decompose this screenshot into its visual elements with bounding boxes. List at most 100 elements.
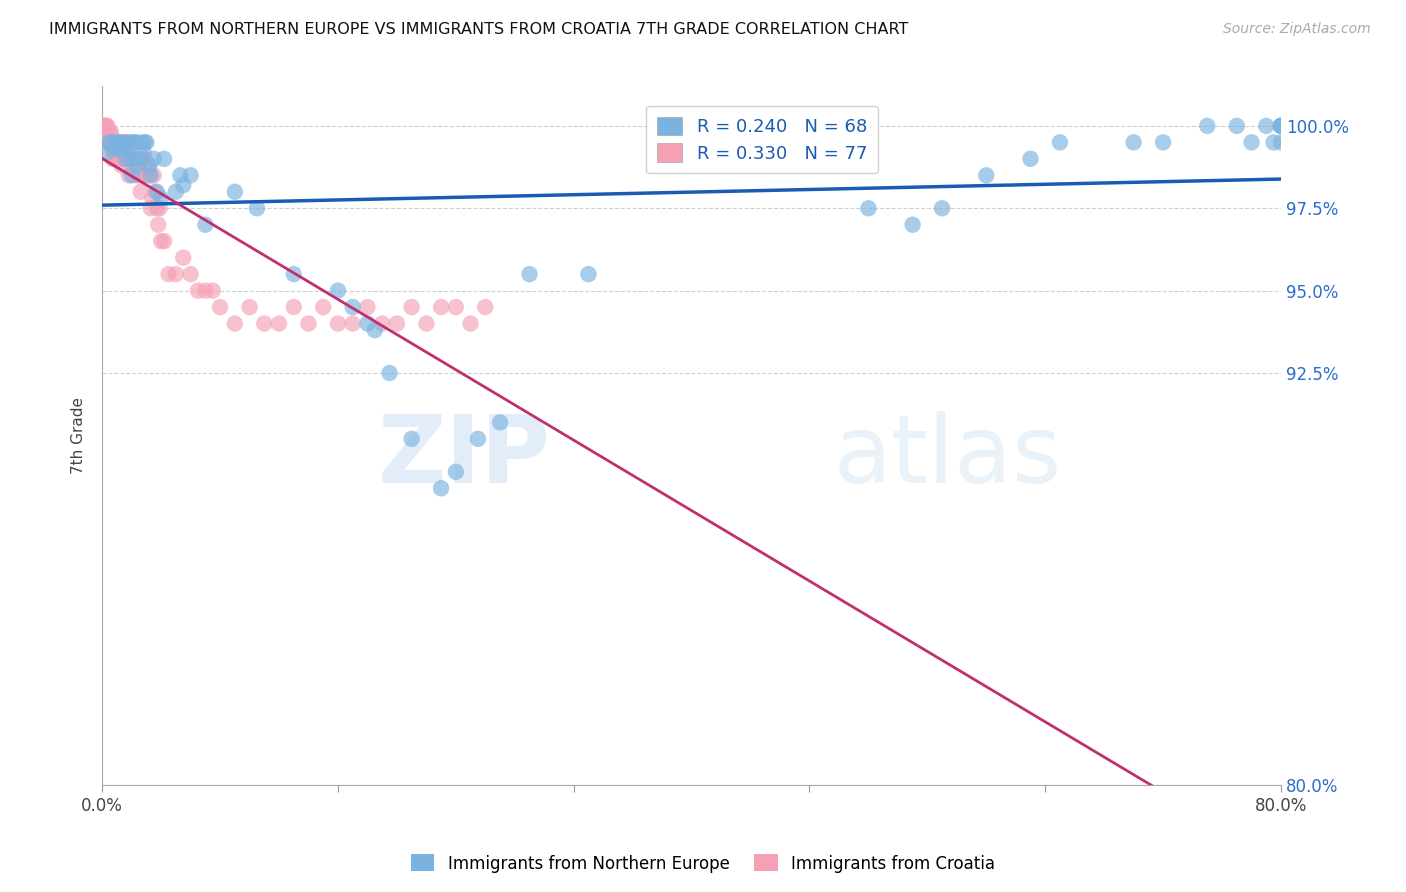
Point [127,152,149,166]
Point [489,416,512,430]
Point [224,317,246,331]
Point [134,136,156,150]
Point [94,126,117,140]
Point [103,152,125,166]
Point [111,142,134,156]
Point [157,267,180,281]
Point [1197,119,1219,133]
Point [135,169,157,183]
Point [129,152,152,166]
Point [120,152,142,166]
Point [312,300,335,314]
Point [444,465,467,479]
Point [149,201,172,215]
Point [120,152,142,166]
Point [467,432,489,446]
Point [326,284,349,298]
Point [246,201,269,215]
Point [96,119,118,133]
Point [430,300,453,314]
Point [165,267,187,281]
Point [124,152,146,166]
Point [114,152,136,166]
Point [194,284,217,298]
Point [150,234,173,248]
Point [356,300,378,314]
Point [122,152,145,166]
Text: Source: ZipAtlas.com: Source: ZipAtlas.com [1223,22,1371,37]
Point [142,169,165,183]
Point [1270,136,1292,150]
Point [401,300,423,314]
Point [1152,136,1174,150]
Point [519,267,541,281]
Point [110,136,132,150]
Point [117,142,139,156]
Point [460,317,482,331]
Point [267,317,290,331]
Point [342,317,364,331]
Point [1270,119,1292,133]
Point [415,317,437,331]
Point [132,169,155,183]
Point [129,185,152,199]
Point [371,317,394,331]
Point [112,136,135,150]
Point [114,152,136,166]
Point [326,317,349,331]
Point [1270,119,1292,133]
Point [1226,119,1249,133]
Point [104,136,127,150]
Point [578,267,600,281]
Point [169,169,191,183]
Point [104,142,127,156]
Point [121,169,143,183]
Point [283,267,305,281]
Point [136,158,159,172]
Point [128,169,150,183]
Point [1122,136,1144,150]
Point [103,136,125,150]
Legend: Immigrants from Northern Europe, Immigrants from Croatia: Immigrants from Northern Europe, Immigra… [405,847,1001,880]
Point [124,136,146,150]
Point [1270,119,1292,133]
Point [180,169,202,183]
Point [148,218,170,232]
Point [122,136,145,150]
Text: IMMIGRANTS FROM NORTHERN EUROPE VS IMMIGRANTS FROM CROATIA 7TH GRADE CORRELATION: IMMIGRANTS FROM NORTHERN EUROPE VS IMMIG… [49,22,908,37]
Point [131,152,153,166]
Point [153,234,176,248]
Point [94,119,117,133]
Point [145,185,167,199]
Point [125,169,148,183]
Point [385,317,408,331]
Point [931,201,953,215]
Point [118,136,141,150]
Point [117,136,139,150]
Point [93,119,115,133]
Point [974,169,997,183]
Point [143,185,166,199]
Point [1256,119,1278,133]
Point [105,145,128,160]
Point [356,317,378,331]
Point [187,284,209,298]
Point [444,300,467,314]
Point [180,267,202,281]
Point [121,158,143,172]
Point [125,136,148,150]
Point [111,136,134,150]
Point [100,126,122,140]
Point [139,201,162,215]
Point [342,300,364,314]
Point [127,158,149,172]
Point [138,169,160,183]
Point [172,178,194,193]
Point [100,136,122,150]
Point [107,136,129,150]
Point [103,142,125,156]
Point [101,142,124,156]
Point [132,145,155,160]
Point [378,366,401,380]
Point [253,317,276,331]
